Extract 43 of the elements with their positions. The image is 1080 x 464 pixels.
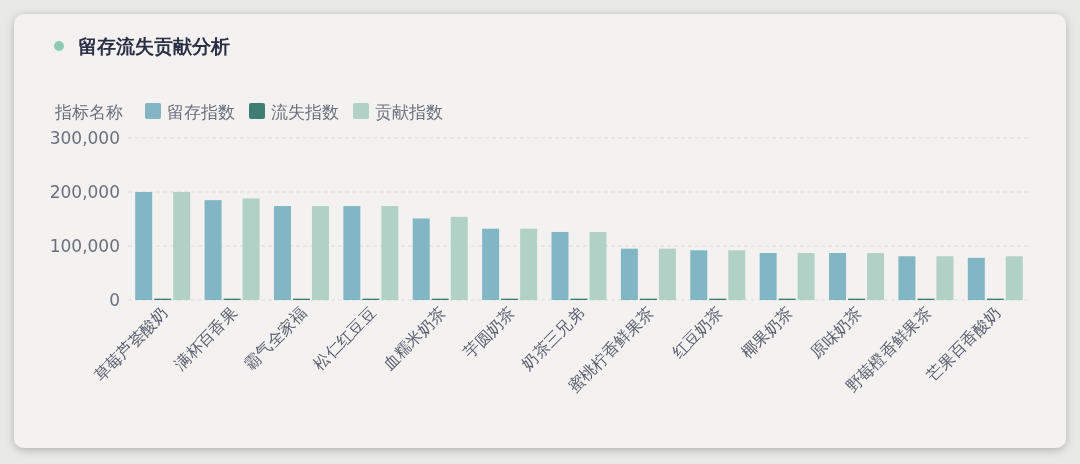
x-tick-label: 霸气全家福: [240, 303, 311, 374]
legend-label: 留存指数: [167, 102, 235, 122]
bar: [381, 206, 399, 300]
bar: [797, 253, 815, 300]
legend-title: 指标名称: [54, 102, 123, 122]
legend-label: 流失指数: [271, 102, 339, 122]
y-tick-label: 0: [109, 290, 120, 310]
x-tick-label: 满杯百香果: [170, 303, 241, 374]
bar: [728, 250, 746, 300]
bar: [898, 256, 916, 300]
bar: [829, 253, 847, 300]
bar: [520, 228, 538, 300]
bar: [273, 206, 291, 300]
bar: [343, 206, 361, 300]
bar: [204, 200, 222, 300]
bar: [450, 216, 468, 300]
bar: [759, 253, 777, 300]
legend-label: 贡献指数: [375, 102, 443, 122]
bar: [967, 257, 985, 300]
x-tick-label: 红豆奶茶: [667, 303, 727, 363]
x-tick-label: 松仁红豆豆: [309, 303, 380, 374]
bar: [551, 231, 569, 300]
x-tick-label: 原味奶茶: [806, 303, 866, 363]
bar: [311, 206, 329, 300]
bar: [620, 248, 638, 300]
bar: [658, 248, 676, 300]
bar: [1005, 256, 1023, 300]
y-tick-label: 100,000: [49, 236, 120, 256]
x-tick-label: 芋圆奶茶: [459, 303, 519, 363]
x-tick-label: 椰果奶茶: [737, 303, 796, 363]
bar: [936, 256, 954, 300]
bar: [690, 250, 708, 300]
bar: [173, 192, 191, 300]
bar: [589, 231, 607, 300]
bar: [482, 228, 500, 300]
chart-title: 留存流失贡献分析: [78, 35, 230, 57]
bar: [135, 192, 153, 300]
y-tick-label: 200,000: [49, 182, 120, 202]
x-tick-label: 血糯米奶茶: [379, 303, 450, 374]
bar: [412, 218, 430, 300]
bar: [867, 253, 885, 300]
bar: [242, 198, 260, 300]
y-tick-label: 300,000: [49, 128, 120, 148]
